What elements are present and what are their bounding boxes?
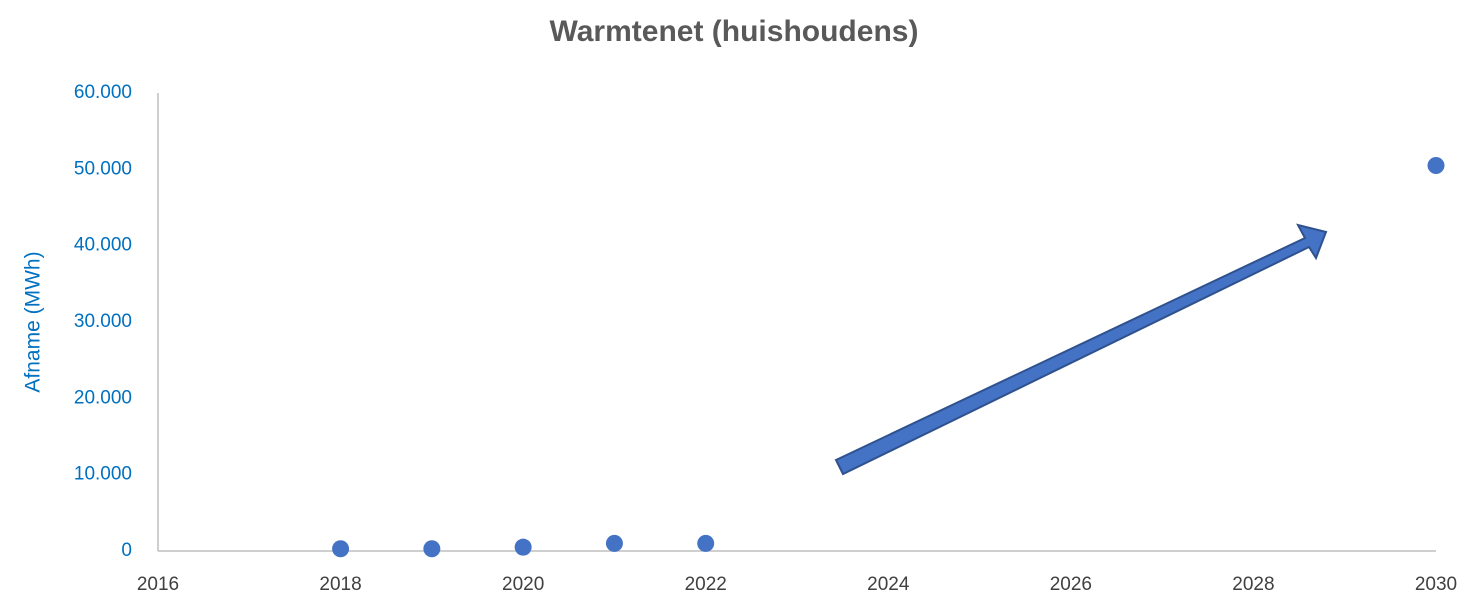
data-point [1427, 157, 1445, 175]
x-tick-label: 2020 [502, 574, 544, 595]
x-tick-label: 2030 [1415, 574, 1457, 595]
x-tick-label: 2024 [867, 574, 910, 595]
data-point [332, 540, 350, 558]
data-point [514, 538, 532, 556]
chart-title: Warmtenet (huishoudens) [550, 15, 919, 48]
x-tick-label: 2028 [1232, 574, 1274, 595]
trend-arrow [834, 223, 1328, 476]
y-axis-label: Afname (MWh) [22, 251, 45, 392]
x-tick-label: 2018 [319, 574, 361, 595]
y-tick-label: 0 [121, 540, 132, 561]
y-tick-label: 40.000 [74, 235, 132, 256]
y-tick-label: 50.000 [74, 158, 132, 179]
data-point [423, 540, 441, 558]
y-tick-label: 20.000 [74, 387, 132, 408]
data-point [697, 534, 715, 552]
x-tick-label: 2016 [137, 574, 179, 595]
y-tick-label: 30.000 [74, 311, 132, 332]
data-point [605, 534, 623, 552]
x-tick-label: 2026 [1050, 574, 1092, 595]
y-tick-label: 60.000 [74, 82, 132, 103]
y-tick-label: 10.000 [74, 464, 132, 485]
x-tick-label: 2022 [685, 574, 727, 595]
